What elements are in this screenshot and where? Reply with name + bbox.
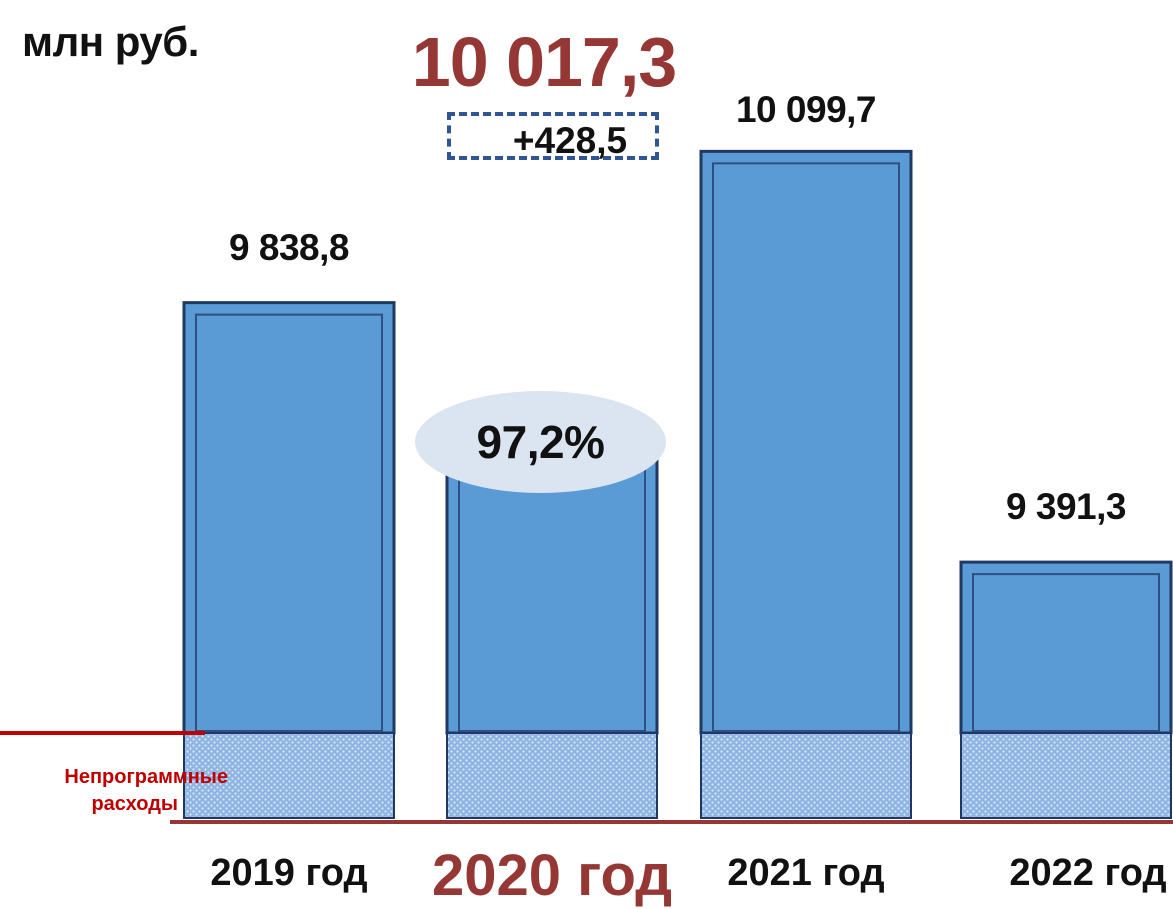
- category-label-3: 2021 год: [727, 852, 885, 894]
- value-label-4: 9 391,3: [1006, 486, 1126, 528]
- bar-body-2: [445, 446, 659, 735]
- percent-ellipse: 97,2%: [415, 391, 666, 493]
- bar-body-4: [959, 560, 1173, 735]
- increase-label: +428,5: [512, 120, 628, 161]
- bar-nonprogram-segment-3: [700, 732, 912, 819]
- nonprogram-label-line2: расходы: [91, 793, 178, 815]
- value-label-3: 10 099,7: [735, 89, 877, 131]
- bar-bevel-3: [712, 162, 900, 733]
- increase-box: [447, 112, 659, 160]
- bar-1: [182, 301, 396, 819]
- highlight-total-label: 10 017,3: [411, 23, 677, 101]
- bar-2: [445, 446, 659, 819]
- bar-4: [959, 560, 1173, 819]
- percent-label: 97,2%: [476, 416, 605, 468]
- nonprogram-label-line1: Непрограммные: [64, 766, 228, 788]
- bar-bevel-1: [195, 313, 383, 732]
- unit-label: млн руб.: [22, 18, 199, 65]
- category-label-1: 2019 год: [210, 852, 368, 894]
- nonprogram-label: Непрограммные расходы: [0, 764, 228, 818]
- bar-3: [699, 149, 913, 819]
- category-label-4: 2022 год: [1009, 852, 1167, 894]
- category-label-2: 2020 год: [431, 843, 673, 908]
- bar-bevel-4: [972, 573, 1160, 733]
- bar-nonprogram-segment-4: [960, 732, 1172, 819]
- bar-nonprogram-segment-1: [183, 732, 395, 819]
- bar-body-3: [699, 149, 913, 735]
- value-label-1: 9 838,8: [229, 226, 349, 268]
- bar-body-1: [182, 301, 396, 735]
- bar-nonprogram-segment-2: [446, 732, 658, 819]
